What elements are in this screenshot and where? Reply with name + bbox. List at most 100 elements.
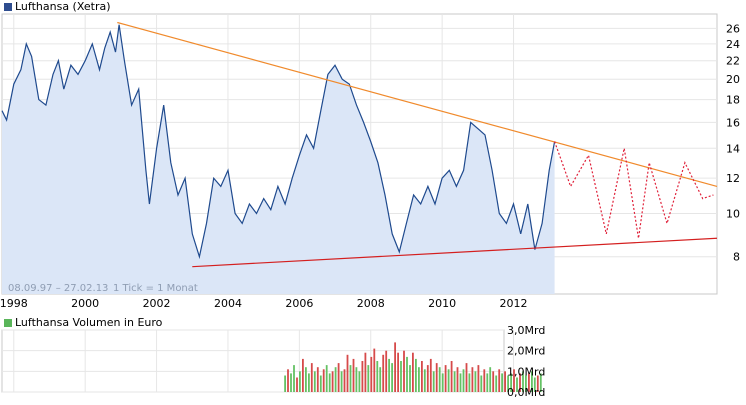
volume-bar	[293, 365, 295, 392]
volume-bar	[453, 371, 456, 392]
volume-bar	[495, 375, 498, 392]
volume-legend-swatch	[4, 319, 12, 327]
volume-bar	[397, 352, 399, 392]
volume-bar	[305, 367, 307, 392]
volume-bar	[539, 373, 542, 392]
price-x-tick-label: 2006	[285, 297, 313, 310]
price-x-tick-label: 2010	[428, 297, 456, 310]
volume-bar	[352, 358, 355, 392]
volume-bar	[322, 369, 325, 392]
date-range-note: 08.09.97 – 27.02.13	[8, 283, 109, 294]
volume-bar	[450, 361, 453, 392]
volume-bar	[426, 365, 429, 392]
volume-bar	[421, 361, 423, 392]
volume-y-tick-label: 3,0Mrd	[507, 324, 545, 337]
volume-bar	[501, 373, 503, 392]
volume-bar	[391, 363, 393, 392]
volume-bar	[459, 373, 462, 392]
volume-bar	[522, 371, 524, 392]
volume-bar	[367, 365, 370, 392]
volume-bar	[412, 352, 414, 392]
volume-bar	[498, 369, 501, 392]
volume-bar	[331, 371, 334, 392]
volume-bar	[308, 373, 310, 392]
volume-bar	[438, 367, 441, 392]
volume-bar	[441, 373, 444, 392]
price-area-fill	[2, 24, 555, 294]
volume-bar	[418, 367, 420, 392]
volume-bar	[489, 367, 492, 392]
volume-bar	[319, 375, 322, 392]
volume-bar	[382, 354, 385, 392]
volume-bar	[507, 375, 509, 392]
volume-bar	[290, 373, 292, 392]
price-y-tick-label: 24	[726, 38, 740, 51]
volume-bar	[376, 361, 379, 392]
price-x-tick-label: 2000	[71, 297, 99, 310]
volume-bar	[325, 365, 328, 392]
price-x-tick-label: 2002	[143, 297, 171, 310]
price-y-tick-label: 10	[726, 207, 740, 220]
volume-bar	[423, 369, 426, 392]
volume-bar	[370, 356, 373, 392]
volume-bar	[447, 369, 450, 392]
volume-bar	[474, 371, 477, 392]
volume-bar	[533, 377, 536, 392]
volume-plot-frame	[1, 329, 505, 393]
tick-note: 1 Tick = 1 Monat	[113, 283, 198, 294]
price-legend-swatch	[4, 3, 12, 11]
support-trendline	[192, 237, 718, 268]
price-y-tick-label: 16	[726, 116, 740, 129]
volume-bar	[400, 361, 402, 392]
volume-bar	[310, 363, 313, 392]
volume-bar	[465, 363, 468, 392]
volume-y-tick-label: 1,0Mrd	[507, 365, 545, 378]
volume-bar	[483, 369, 486, 392]
volume-bar	[358, 371, 361, 392]
price-y-tick-label: 18	[726, 94, 740, 107]
volume-bar	[394, 342, 396, 392]
volume-bar	[504, 371, 506, 392]
volume-bar	[435, 363, 438, 392]
volume-bar	[388, 358, 390, 392]
price-y-tick-label: 26	[726, 22, 740, 35]
price-y-tick-label: 12	[726, 172, 740, 185]
volume-bar	[340, 371, 343, 392]
resistance-trendline	[117, 21, 718, 187]
volume-legend-label: Lufthansa Volumen in Euro	[15, 316, 163, 329]
price-legend-label: Lufthansa (Xetra)	[15, 0, 111, 13]
volume-bar	[409, 365, 411, 392]
volume-bar	[313, 371, 316, 392]
price-y-tick-label: 8	[733, 251, 740, 264]
volume-bar	[379, 367, 382, 392]
volume-bar	[296, 377, 298, 392]
volume-bar	[486, 373, 489, 392]
volume-bar	[373, 348, 376, 392]
price-x-tick-label: 2004	[214, 297, 242, 310]
volume-bar	[444, 365, 447, 392]
volume-bar	[510, 373, 512, 392]
volume-bar	[513, 369, 515, 392]
price-y-tick-label: 14	[726, 142, 740, 155]
volume-bar	[355, 367, 358, 392]
volume-bar	[528, 373, 530, 392]
price-x-tick-label: 2008	[357, 297, 385, 310]
price-x-tick-label: 1998	[0, 297, 28, 310]
volume-bar	[302, 358, 304, 392]
volume-bar	[468, 373, 471, 392]
volume-bar	[403, 350, 405, 392]
volume-bar	[480, 375, 483, 392]
price-x-tick-label: 2012	[500, 297, 528, 310]
volume-y-tick-label: 2,0Mrd	[507, 345, 545, 358]
volume-bar	[406, 356, 408, 392]
volume-bar	[337, 363, 340, 392]
volume-bar	[361, 361, 364, 392]
volume-bar	[415, 358, 417, 392]
volume-bar	[299, 371, 301, 392]
volume-bar	[525, 375, 527, 392]
volume-bar	[385, 350, 388, 392]
volume-bar	[349, 365, 352, 392]
volume-bar	[429, 358, 432, 392]
volume-bar	[519, 373, 521, 392]
